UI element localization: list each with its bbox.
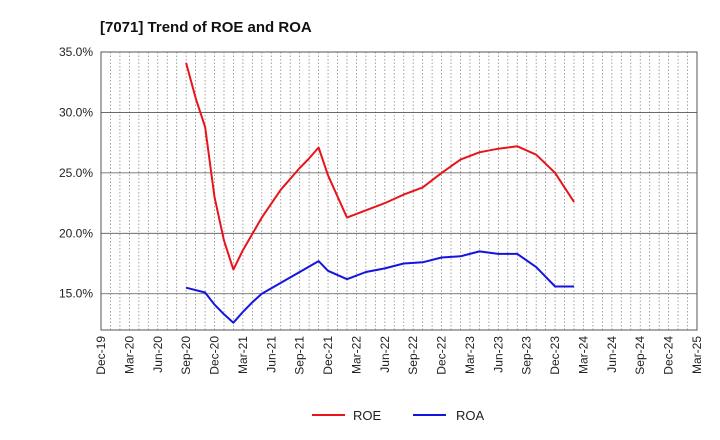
x-tick-label: Mar-21 (236, 336, 250, 374)
x-tick-label: Sep-23 (520, 336, 534, 375)
x-tick-label: Dec-19 (94, 336, 108, 375)
x-tick-label: Dec-21 (321, 336, 335, 375)
legend: ROE ROA (312, 408, 485, 423)
x-tick-label: Sep-22 (406, 336, 420, 375)
series-line-roe (185, 62, 575, 271)
x-tick-label: Dec-20 (208, 336, 222, 375)
y-tick-label: 35.0% (59, 45, 93, 59)
x-tick-label: Sep-20 (179, 336, 193, 375)
x-tick-label: Mar-20 (122, 336, 136, 374)
x-tick-label: Sep-21 (293, 336, 307, 375)
x-tick-label: Jun-22 (378, 336, 392, 373)
y-tick-label: 30.0% (59, 105, 93, 119)
x-tick-label: Mar-25 (690, 336, 704, 374)
y-tick-label: 15.0% (59, 287, 93, 301)
x-tick-label: Dec-22 (435, 336, 449, 375)
x-tick-label: Dec-24 (662, 336, 676, 375)
plot-area-frame (100, 51, 698, 331)
legend-roa-label: ROA (456, 408, 485, 423)
x-tick-label: Mar-23 (463, 336, 477, 374)
x-tick-label: Jun-21 (264, 336, 278, 373)
x-tick-label: Dec-23 (548, 336, 562, 375)
legend-roe-label: ROE (353, 408, 382, 423)
y-tick-label: 25.0% (59, 166, 93, 180)
x-tick-label: Mar-24 (576, 336, 590, 374)
series-line-roa (185, 250, 574, 324)
x-tick-label: Mar-22 (349, 336, 363, 374)
x-tick-label: Jun-24 (605, 336, 619, 373)
x-tick-label: Sep-24 (633, 336, 647, 375)
x-tick-label: Jun-20 (151, 336, 165, 373)
y-tick-label: 20.0% (59, 226, 93, 240)
chart-title: [7071] Trend of ROE and ROA (100, 19, 312, 36)
x-tick-label: Jun-23 (491, 336, 505, 373)
